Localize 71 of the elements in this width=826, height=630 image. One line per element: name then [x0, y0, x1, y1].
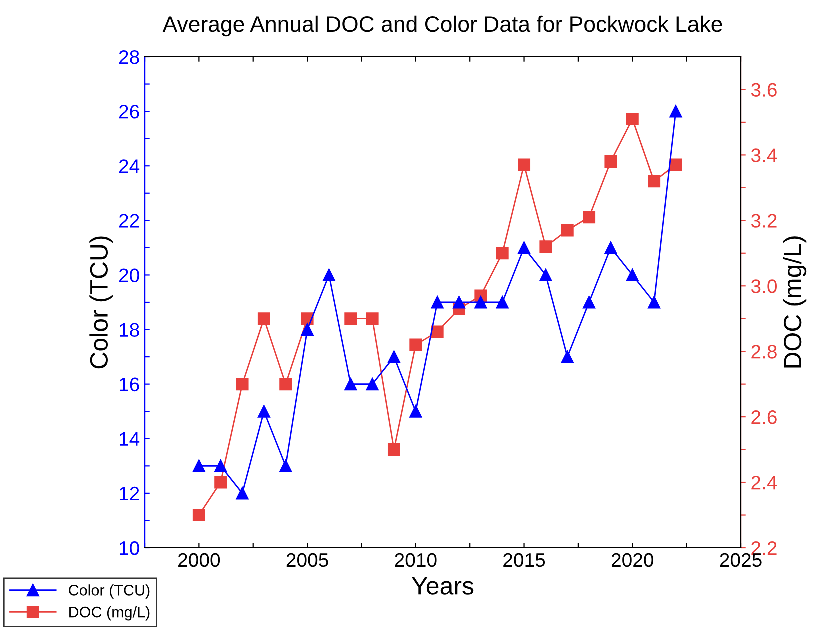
point — [496, 247, 509, 260]
y2-tick-label: 3.4 — [751, 148, 778, 162]
point — [518, 158, 531, 172]
point — [453, 296, 466, 309]
y2-axis-title: DOC (mg/L) — [783, 236, 807, 368]
x-tick-label: 2025 — [720, 553, 762, 568]
point — [236, 378, 249, 391]
y2-tick-label: 3.6 — [751, 83, 777, 97]
y-tick-label: 26 — [119, 105, 140, 119]
point — [236, 487, 249, 500]
x-tick-label: 2020 — [612, 553, 654, 568]
y2-tick-label: 2.4 — [752, 476, 778, 490]
point — [648, 175, 661, 188]
y-tick-label: 10 — [120, 541, 140, 556]
y-tick-label: 16 — [120, 378, 140, 392]
point — [192, 509, 206, 522]
point — [344, 312, 358, 326]
x-tick-label: 2000 — [178, 553, 220, 568]
y-tick-label: 18 — [120, 323, 140, 338]
y2-tick-label: 3.0 — [751, 280, 777, 294]
point — [583, 211, 596, 224]
point — [604, 242, 618, 254]
point — [474, 296, 488, 309]
point — [540, 268, 552, 282]
point — [258, 405, 270, 418]
point — [648, 296, 661, 309]
point — [366, 378, 379, 391]
x-tick-label: 2010 — [395, 553, 437, 568]
x-axis-title: Years — [412, 577, 474, 595]
point — [410, 405, 422, 418]
point — [626, 112, 639, 126]
point — [431, 326, 444, 338]
point — [518, 242, 531, 254]
point — [214, 476, 228, 489]
point — [540, 240, 552, 254]
point — [192, 460, 206, 472]
y2-tick-label: 2.8 — [752, 345, 777, 359]
y-tick-label: 12 — [120, 486, 140, 500]
point — [301, 324, 314, 336]
point — [670, 105, 682, 118]
y-axis-title: Color (TCU) — [90, 236, 113, 369]
point — [258, 312, 270, 326]
y-tick-label: 20 — [119, 268, 140, 282]
point — [366, 312, 379, 326]
point — [561, 350, 574, 364]
point — [410, 338, 422, 352]
point — [431, 296, 444, 309]
point — [344, 378, 358, 391]
y-tick-label: 24 — [119, 160, 140, 174]
y-tick-label: 14 — [120, 432, 140, 446]
y2-tick-label: 3.2 — [751, 214, 777, 228]
legend-label: Color (TCU) — [69, 584, 150, 599]
point — [280, 460, 292, 472]
point — [280, 378, 292, 391]
legend-label: DOC (mg/L) — [70, 606, 150, 621]
y-tick-label: 22 — [119, 214, 140, 228]
point — [214, 460, 228, 472]
point — [496, 296, 509, 309]
y-tick-label: 28 — [119, 50, 140, 64]
y2-tick-label: 2.6 — [752, 410, 777, 424]
x-tick-label: 2015 — [504, 553, 546, 568]
point — [388, 350, 400, 364]
point — [322, 268, 336, 282]
point — [561, 224, 574, 237]
point — [670, 158, 682, 172]
chart-title: Average Annual DOC and Color Data for Pockwock Lake — [162, 16, 722, 37]
x-tick-label: 2005 — [286, 553, 328, 568]
point — [604, 155, 618, 168]
point — [388, 444, 400, 456]
point — [583, 296, 596, 309]
point — [626, 268, 639, 282]
